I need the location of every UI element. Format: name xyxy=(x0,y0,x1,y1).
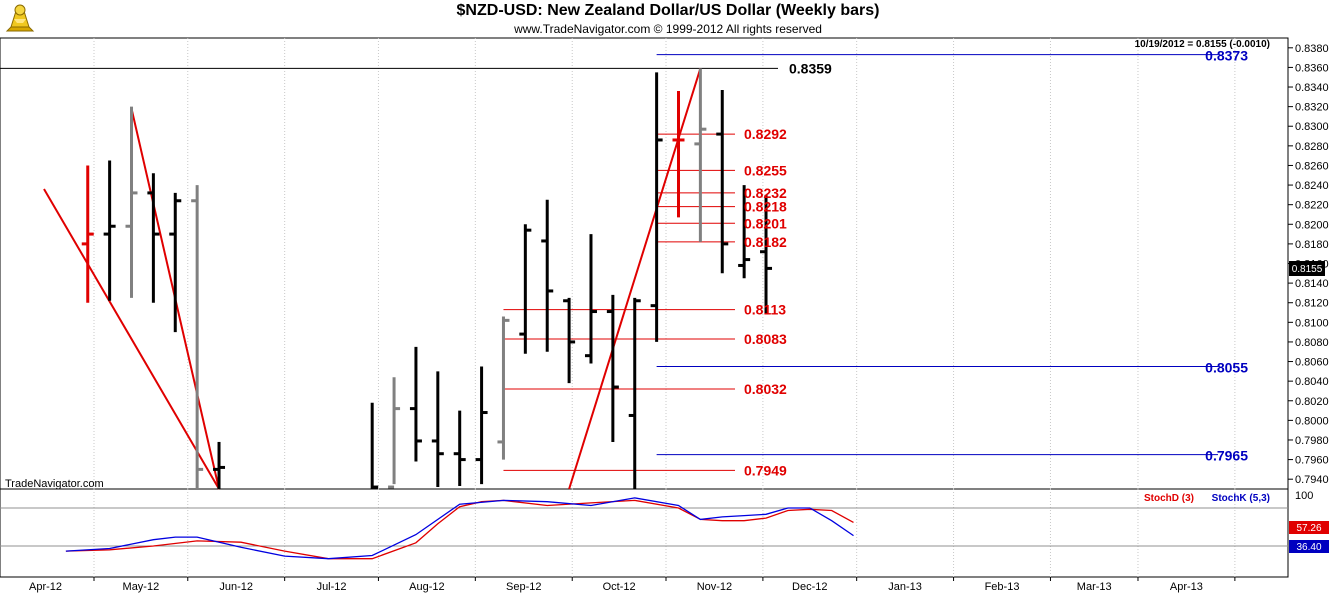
date-tick-label: May-12 xyxy=(123,581,160,593)
date-tick-label: Jan-13 xyxy=(888,581,922,593)
stoch-k-readout-box xyxy=(1289,540,1329,553)
date-tick-label: Nov-12 xyxy=(697,581,732,593)
price-tick-label: 0.8140 xyxy=(1295,278,1329,290)
price-tick-label: 0.8200 xyxy=(1295,219,1329,231)
price-tick-label: 0.8360 xyxy=(1295,62,1329,74)
current-price-label: 0.8155 xyxy=(1292,264,1323,275)
stoch-d-readout-box xyxy=(1289,521,1329,534)
tradenavigator-logo-icon xyxy=(5,4,35,32)
price-tick-label: 0.8120 xyxy=(1295,298,1329,310)
stochastic-panel xyxy=(0,488,1289,578)
stoch-d-legend: StochD (3) xyxy=(1144,493,1194,504)
chart-header: $NZD-USD: New Zealand Dollar/US Dollar (… xyxy=(0,0,1336,38)
date-tick-label: Apr-13 xyxy=(1170,581,1203,593)
price-tick-label: 0.8100 xyxy=(1295,317,1329,329)
level-label: 0.8032 xyxy=(744,381,787,397)
date-tick-label: Jun-12 xyxy=(219,581,253,593)
price-tick-label: 0.8000 xyxy=(1295,415,1329,427)
chart-subtitle: www.TradeNavigator.com © 1999-2012 All r… xyxy=(514,22,822,36)
price-tick-label: 0.8340 xyxy=(1295,82,1329,94)
date-tick-label: Sep-12 xyxy=(506,581,541,593)
level-label: 0.8359 xyxy=(789,60,832,76)
price-tick-label: 0.8060 xyxy=(1295,357,1329,369)
watermark: TradeNavigator.com xyxy=(5,478,104,490)
level-label: 0.8373 xyxy=(1205,48,1248,64)
price-tick-label: 0.8220 xyxy=(1295,200,1329,212)
price-tick-label: 0.8300 xyxy=(1295,121,1329,133)
level-label: 0.8201 xyxy=(744,215,787,231)
price-tick-label: 0.7980 xyxy=(1295,435,1329,447)
date-tick-label: Feb-13 xyxy=(985,581,1020,593)
date-tick-label: Oct-12 xyxy=(603,581,636,593)
price-bars xyxy=(81,68,773,489)
stoch-d-readout: 57.26 xyxy=(1296,523,1321,534)
stoch-axis-100: 100 xyxy=(1295,490,1313,502)
date-tick-label: Apr-12 xyxy=(29,581,62,593)
chart-title: $NZD-USD: New Zealand Dollar/US Dollar (… xyxy=(456,2,880,19)
price-tick-label: 0.8040 xyxy=(1295,376,1329,388)
level-label: 0.7965 xyxy=(1205,448,1248,464)
price-tick-label: 0.8280 xyxy=(1295,141,1329,153)
price-tick-label: 0.8260 xyxy=(1295,160,1329,172)
trendline xyxy=(43,188,220,490)
price-tick-label: 0.8080 xyxy=(1295,337,1329,349)
date-tick-label: Aug-12 xyxy=(409,581,444,593)
date-axis: Apr-12 May-12 Jun-12 Jul-12 Aug-12 Sep-12 Oct-… xyxy=(29,577,1236,593)
price-tick-label: 0.8020 xyxy=(1295,396,1329,408)
price-tick-label: 0.8180 xyxy=(1295,239,1329,251)
level-label: 0.8292 xyxy=(744,126,787,142)
level-label: 0.8255 xyxy=(744,162,787,178)
current-price-box xyxy=(1289,261,1325,276)
stochastic-lines xyxy=(65,497,854,560)
level-lines xyxy=(0,54,1218,471)
price-tick-label: 0.7960 xyxy=(1295,455,1329,467)
stoch-k-legend: StochK (5,3) xyxy=(1212,493,1270,504)
level-label: 0.8182 xyxy=(744,234,787,250)
date-tick-label: Mar-13 xyxy=(1077,581,1112,593)
level-labels: 0.8359 0.8373 0.8292 0.8255 0.82320.82180.82… xyxy=(744,48,1248,479)
price-tick-label: 0.8380 xyxy=(1295,43,1329,55)
date-tick-label: Dec-12 xyxy=(792,581,827,593)
level-label: 0.8113 xyxy=(744,302,786,318)
stoch-k-readout: 36.40 xyxy=(1296,542,1321,553)
level-label: 0.8055 xyxy=(1205,359,1248,375)
level-label: 0.8083 xyxy=(744,331,787,347)
price-readout: 10/19/2012 = 0.8155 (-0.0010) xyxy=(1135,39,1270,50)
price-tick-label: 0.7940 xyxy=(1295,474,1329,486)
stoch-k-line xyxy=(65,497,854,560)
level-label: 0.8218 xyxy=(744,199,787,215)
level-label: 0.7949 xyxy=(744,462,787,478)
grid-layer xyxy=(0,38,1288,577)
price-panel xyxy=(0,37,1289,490)
price-tick-label: 0.8240 xyxy=(1295,180,1329,192)
level-label: 0.8232 xyxy=(744,185,787,201)
price-tick-label: 0.8320 xyxy=(1295,102,1329,114)
date-tick-label: Jul-12 xyxy=(317,581,347,593)
